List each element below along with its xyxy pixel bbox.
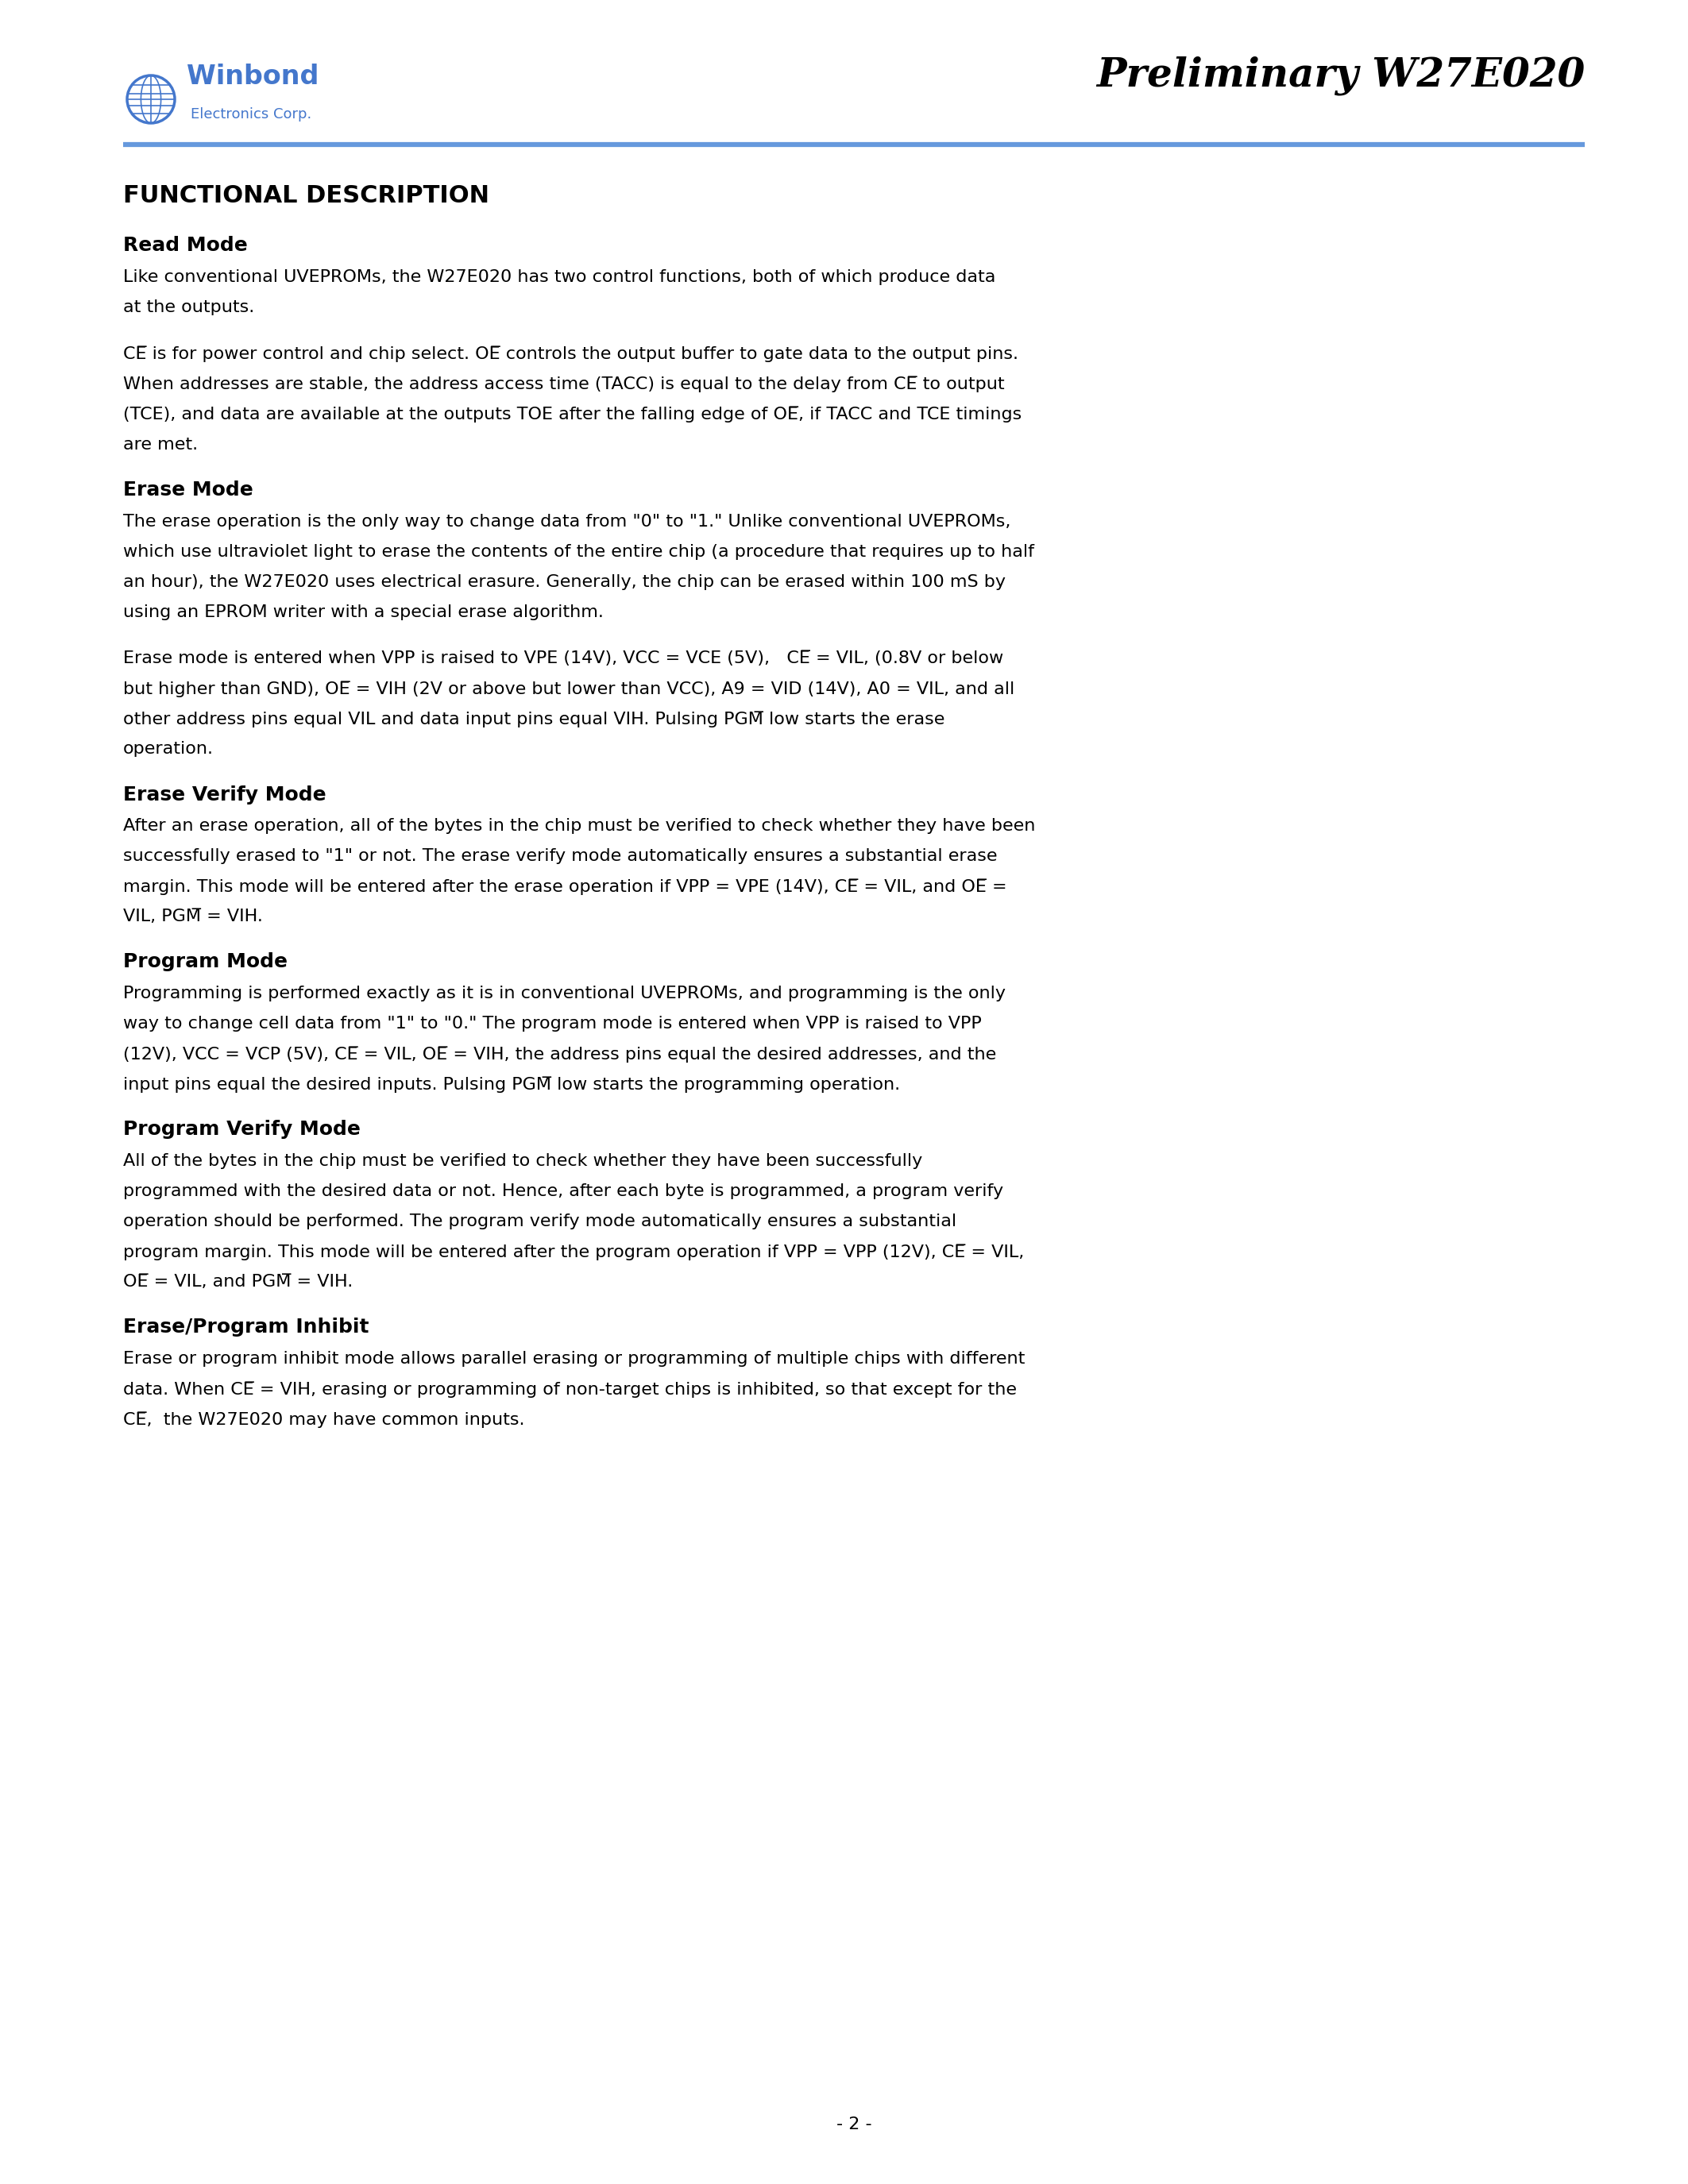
Text: Preliminary W27E020: Preliminary W27E020 <box>1096 55 1585 94</box>
Text: (12V), VCC = VCP (5V), CE̅ = VIL, OE̅ = VIH, the address pins equal the desired : (12V), VCC = VCP (5V), CE̅ = VIL, OE̅ = … <box>123 1046 996 1064</box>
Text: Erase/Program Inhibit: Erase/Program Inhibit <box>123 1317 370 1337</box>
Text: - 2 -: - 2 - <box>836 2116 871 2132</box>
Text: When addresses are stable, the address access time (TACC) is equal to the delay : When addresses are stable, the address a… <box>123 376 1004 393</box>
Text: FUNCTIONAL DESCRIPTION: FUNCTIONAL DESCRIPTION <box>123 183 490 207</box>
Text: programmed with the desired data or not. Hence, after each byte is programmed, a: programmed with the desired data or not.… <box>123 1184 1003 1199</box>
Text: Erase or program inhibit mode allows parallel erasing or programming of multiple: Erase or program inhibit mode allows par… <box>123 1352 1025 1367</box>
Text: Erase mode is entered when VPP is raised to VPE (14V), VCC = VCE (5V),   CE̅ = V: Erase mode is entered when VPP is raised… <box>123 651 1003 666</box>
Text: operation should be performed. The program verify mode automatically ensures a s: operation should be performed. The progr… <box>123 1214 957 1230</box>
Text: (TCE), and data are available at the outputs TOE after the falling edge of OE̅, : (TCE), and data are available at the out… <box>123 406 1021 424</box>
Text: Erase Mode: Erase Mode <box>123 480 253 500</box>
Text: input pins equal the desired inputs. Pulsing PGM̅ low starts the programming ope: input pins equal the desired inputs. Pul… <box>123 1077 900 1092</box>
Text: After an erase operation, all of the bytes in the chip must be verified to check: After an erase operation, all of the byt… <box>123 819 1035 834</box>
Text: margin. This mode will be entered after the erase operation if VPP = VPE (14V), : margin. This mode will be entered after … <box>123 878 1008 895</box>
Text: data. When CE̅ = VIH, erasing or programming of non-target chips is inhibited, s: data. When CE̅ = VIH, erasing or program… <box>123 1380 1016 1398</box>
Text: successfully erased to "1" or not. The erase verify mode automatically ensures a: successfully erased to "1" or not. The e… <box>123 850 998 865</box>
Text: Winbond: Winbond <box>187 63 319 90</box>
Text: Program Verify Mode: Program Verify Mode <box>123 1120 361 1140</box>
Text: OE̅ = VIL, and PGM̅ = VIH.: OE̅ = VIL, and PGM̅ = VIH. <box>123 1273 353 1291</box>
Text: Like conventional UVEPROMs, the W27E020 has two control functions, both of which: Like conventional UVEPROMs, the W27E020 … <box>123 269 996 284</box>
Text: way to change cell data from "1" to "0." The program mode is entered when VPP is: way to change cell data from "1" to "0."… <box>123 1016 982 1031</box>
Text: operation.: operation. <box>123 740 214 758</box>
Text: program margin. This mode will be entered after the program operation if VPP = V: program margin. This mode will be entere… <box>123 1245 1025 1260</box>
Text: which use ultraviolet light to erase the contents of the entire chip (a procedur: which use ultraviolet light to erase the… <box>123 544 1035 559</box>
Text: other address pins equal VIL and data input pins equal VIH. Pulsing PGM̅ low sta: other address pins equal VIL and data in… <box>123 712 945 727</box>
Text: VIL, PGM̅ = VIH.: VIL, PGM̅ = VIH. <box>123 909 263 924</box>
Text: Erase Verify Mode: Erase Verify Mode <box>123 784 326 804</box>
Text: at the outputs.: at the outputs. <box>123 299 255 314</box>
Text: using an EPROM writer with a special erase algorithm.: using an EPROM writer with a special era… <box>123 605 604 620</box>
Text: CE̅ is for power control and chip select. OE̅ controls the output buffer to gate: CE̅ is for power control and chip select… <box>123 345 1018 363</box>
Text: The erase operation is the only way to change data from "0" to "1." Unlike conve: The erase operation is the only way to c… <box>123 513 1011 529</box>
Text: Read Mode: Read Mode <box>123 236 248 256</box>
Text: but higher than GND), OE̅ = VIH (2V or above but lower than VCC), A9 = VID (14V): but higher than GND), OE̅ = VIH (2V or a… <box>123 681 1014 697</box>
Text: an hour), the W27E020 uses electrical erasure. Generally, the chip can be erased: an hour), the W27E020 uses electrical er… <box>123 574 1006 590</box>
Text: Program Mode: Program Mode <box>123 952 287 972</box>
Text: are met.: are met. <box>123 437 197 452</box>
Text: All of the bytes in the chip must be verified to check whether they have been su: All of the bytes in the chip must be ver… <box>123 1153 922 1168</box>
Text: Electronics Corp.: Electronics Corp. <box>191 107 312 122</box>
Text: Programming is performed exactly as it is in conventional UVEPROMs, and programm: Programming is performed exactly as it i… <box>123 985 1006 1002</box>
Text: CE̅,  the W27E020 may have common inputs.: CE̅, the W27E020 may have common inputs. <box>123 1411 525 1428</box>
